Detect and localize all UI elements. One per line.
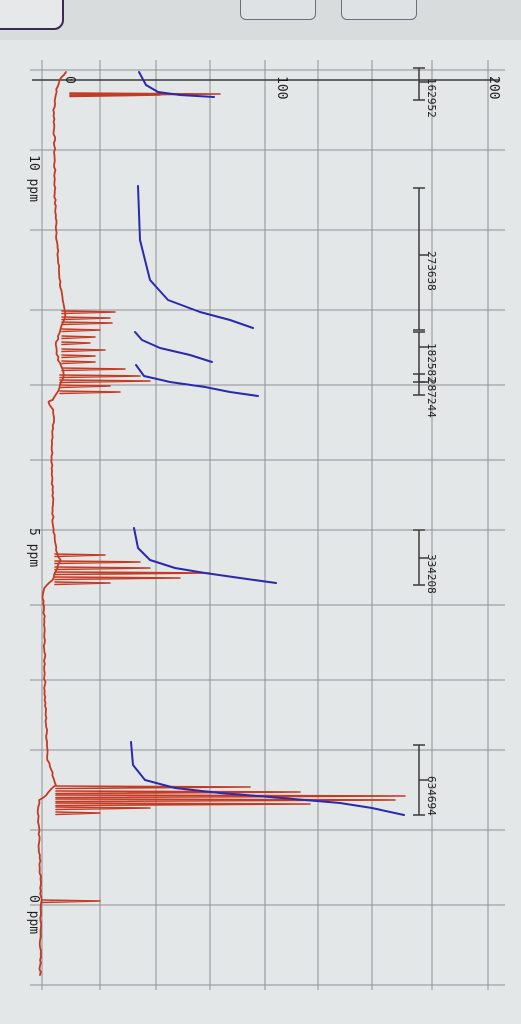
spectrum-peak-9: [61, 354, 96, 359]
spectrum-peak-20: [54, 576, 181, 581]
plot-background: [0, 40, 521, 1024]
integral-curve-2: [137, 185, 254, 329]
spectrum-peak-18: [54, 566, 151, 571]
spectrum-peak-2: [61, 310, 116, 315]
integral-curve-4: [135, 364, 259, 397]
integral-287244-label: 287244: [425, 378, 438, 418]
spectrum-peak-15: [59, 390, 121, 395]
spectrum-peak-5: [61, 328, 101, 333]
spectrum-peak-6: [61, 335, 96, 340]
grid-lines: [30, 60, 505, 990]
spectrum-peak-12: [59, 374, 141, 379]
spectrum-peak-11: [61, 367, 126, 372]
spectrum-peak-1: [69, 93, 161, 98]
intensity-label-0: 0: [62, 76, 77, 84]
top-left-frame: [0, 0, 64, 30]
spectrum-peak-14: [59, 384, 111, 389]
spectrum-peak-22: [55, 785, 251, 790]
plot-area: [0, 40, 521, 1024]
integral-634694-label: 634694: [425, 776, 438, 816]
labels: 0 100 200 10 ppm 5 ppm 0 ppm 162952 273638 18258…: [26, 76, 501, 934]
integral-334208-label: 334208: [425, 554, 438, 594]
spectrum-peak-4: [61, 321, 113, 326]
spectrum-peak-21: [54, 581, 111, 586]
integral-curve-5: [133, 527, 277, 584]
integral-curve-1: [138, 71, 215, 98]
spectrum-peak-16: [54, 553, 106, 558]
spectrum-peak-29: [41, 899, 101, 904]
intensity-label-100: 100: [274, 76, 289, 99]
integral-273638-label: 273638: [425, 251, 438, 291]
toolbar-button-left[interactable]: [240, 0, 316, 20]
spectrum-peak-13: [59, 379, 151, 384]
ppm-label-10: 10 ppm: [26, 155, 41, 202]
intensity-label-200: 200: [486, 76, 501, 99]
toolbar-button-right[interactable]: [341, 0, 417, 20]
integral-curve-3: [134, 331, 213, 363]
spectrum-peak-24: [55, 794, 406, 799]
spectrum-peak-23: [55, 790, 301, 795]
integral-162952-label: 162952: [425, 78, 438, 118]
spectrum-peak-8: [61, 348, 106, 353]
integration-brackets: [413, 67, 428, 816]
spectrum-peak-26: [55, 802, 311, 807]
integral-curves: [130, 71, 405, 816]
spectrum-peak-27: [55, 806, 151, 811]
integral-curve-6: [130, 741, 405, 816]
ppm-label-0: 0 ppm: [26, 895, 41, 934]
ppm-label-5: 5 ppm: [26, 528, 41, 567]
spectrum-peak-28: [55, 811, 101, 816]
spectrum-peak-7: [61, 341, 91, 346]
spectrum-peak-3: [61, 316, 111, 321]
spectrum: [36, 71, 406, 976]
spectrum-peak-10: [61, 360, 96, 365]
spectrum-peak-25: [55, 798, 396, 803]
spectrum-peak-17: [54, 560, 141, 565]
integral-182582-label: 182582: [425, 343, 438, 383]
spectrum-baseline: [36, 71, 67, 976]
